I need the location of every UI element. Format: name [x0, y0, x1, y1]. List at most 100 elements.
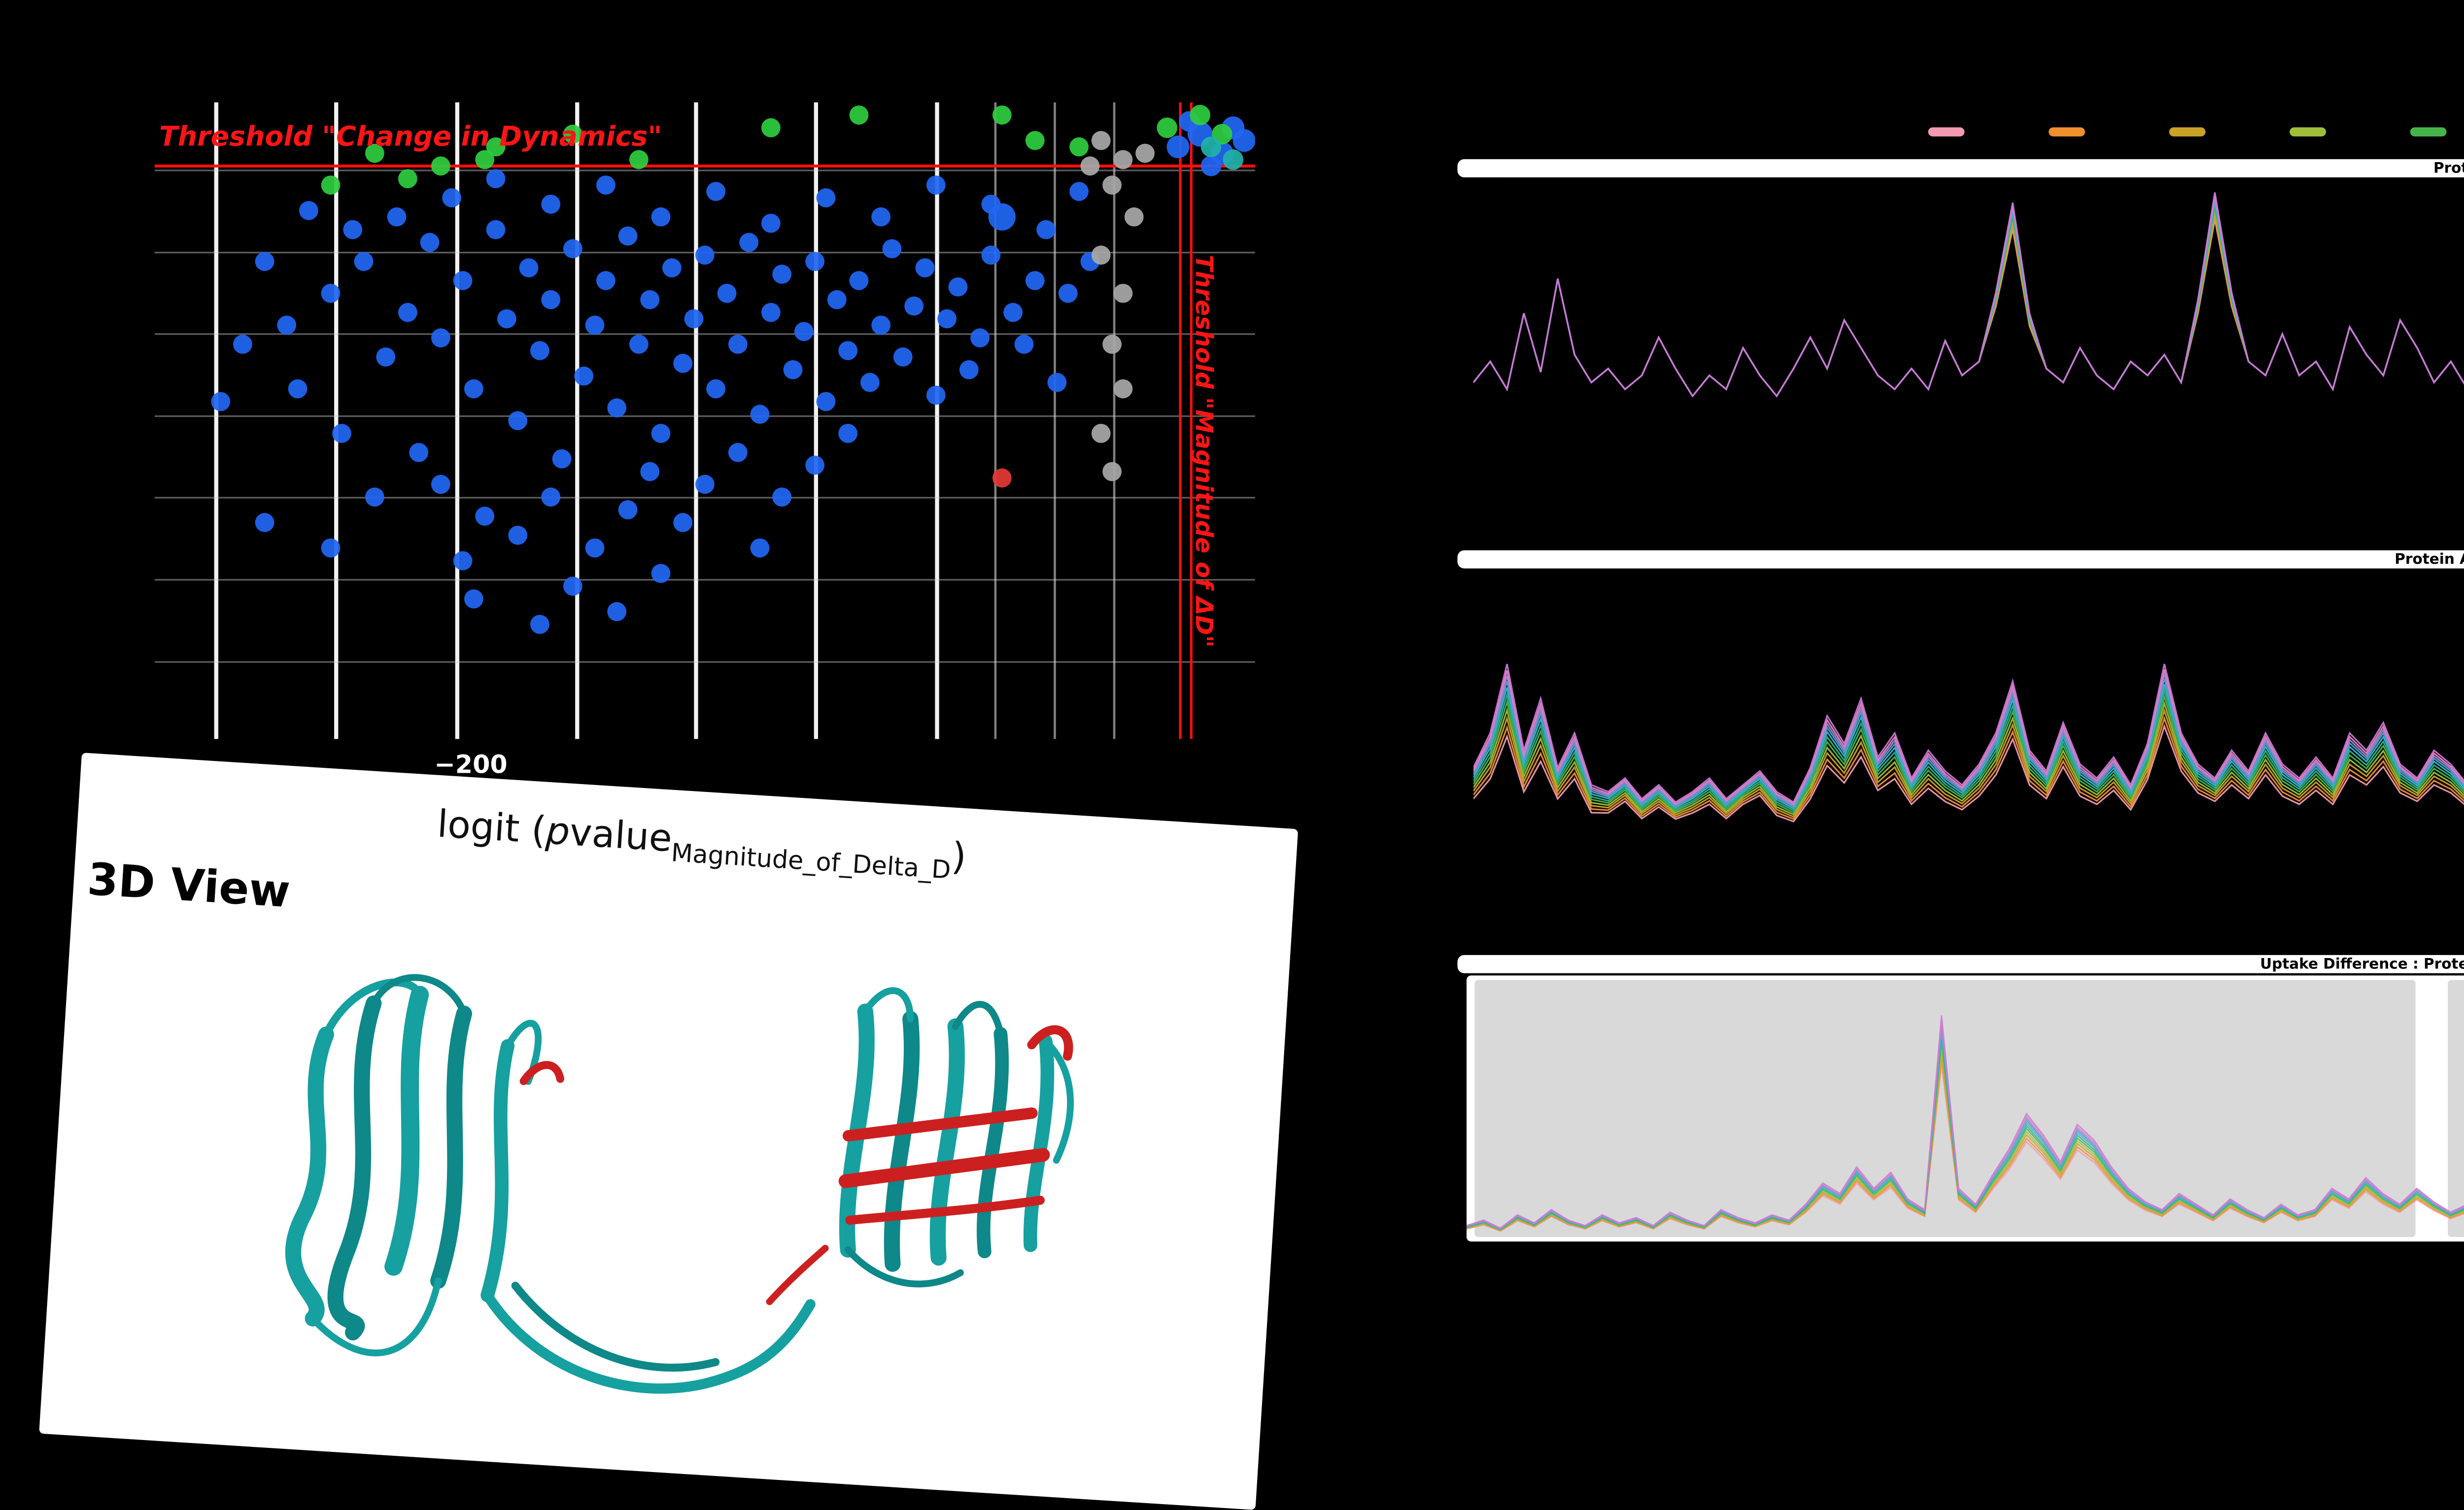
uptake-difference-chart[interactable]	[1466, 975, 2464, 1242]
scatter-point-not-significant[interactable]	[354, 252, 374, 271]
scatter-point-not-significant[interactable]	[464, 379, 483, 399]
scatter-point-not-significant[interactable]	[618, 500, 638, 519]
scatter-point-significant-dynamics[interactable]	[1157, 117, 1177, 138]
legend-dash[interactable]	[2290, 128, 2327, 136]
scatter-point-outside-magnitude[interactable]	[1124, 207, 1144, 227]
scatter-point-not-significant[interactable]	[255, 513, 274, 532]
scatter-point-not-significant[interactable]	[530, 615, 549, 634]
scatter-point-significant-dynamics[interactable]	[1069, 137, 1089, 157]
scatter-point-not-significant[interactable]	[783, 360, 803, 379]
scatter-point-not-significant[interactable]	[684, 309, 704, 329]
scatter-point-not-significant[interactable]	[552, 449, 572, 469]
legend-dash[interactable]	[2049, 128, 2085, 136]
scatter-point-not-significant[interactable]	[1200, 156, 1222, 176]
scatter-point-not-significant[interactable]	[563, 239, 582, 259]
scatter-point-not-significant[interactable]	[541, 487, 561, 507]
scatter-point-outside-magnitude[interactable]	[1102, 335, 1122, 354]
scatter-point-not-significant[interactable]	[904, 296, 924, 316]
scatter-point-not-significant[interactable]	[519, 258, 539, 277]
scatter-point-significant-dynamics[interactable]	[486, 137, 506, 157]
scatter-point-not-significant[interactable]	[431, 475, 450, 494]
scatter-point-not-significant[interactable]	[728, 335, 748, 354]
scatter-point-not-significant[interactable]	[332, 424, 351, 443]
scatter-point-outside-magnitude[interactable]	[1113, 283, 1133, 303]
scatter-point-outside-magnitude[interactable]	[1102, 462, 1122, 481]
scatter-point-not-significant[interactable]	[1232, 129, 1255, 152]
scatter-point-not-significant[interactable]	[959, 360, 979, 379]
scatter-point-significant-dynamics[interactable]	[629, 150, 649, 170]
legend-dash[interactable]	[2410, 128, 2447, 136]
scatter-point-not-significant[interactable]	[233, 335, 252, 354]
scatter-point-cluster-teal[interactable]	[1200, 137, 1222, 157]
scatter-point-significant-dynamics[interactable]	[849, 105, 869, 125]
scatter-point-not-significant[interactable]	[915, 258, 935, 277]
scatter-point-not-significant[interactable]	[695, 475, 715, 494]
scatter-point-not-significant[interactable]	[1166, 135, 1190, 159]
scatter-point-significant-dynamics[interactable]	[321, 175, 341, 195]
scatter-point-not-significant[interactable]	[1003, 303, 1023, 322]
scatter-point-not-significant[interactable]	[563, 577, 582, 596]
scatter-point-not-significant[interactable]	[673, 513, 693, 532]
scatter-point-not-significant[interactable]	[816, 188, 836, 207]
scatter-point-not-significant[interactable]	[739, 233, 759, 252]
3d-view-panel[interactable]: logit (pvalueMagnitude_of_Delta_D) 3D Vi…	[39, 753, 1299, 1510]
scatter-point-not-significant[interactable]	[288, 379, 308, 399]
scatter-point-not-significant[interactable]	[849, 271, 869, 290]
scatter-point-not-significant[interactable]	[1047, 373, 1067, 392]
scatter-point-significant-dynamics[interactable]	[992, 105, 1012, 125]
scatter-point-not-significant[interactable]	[541, 290, 561, 309]
scatter-point-not-significant[interactable]	[871, 315, 890, 335]
scatter-point-not-significant[interactable]	[596, 175, 616, 195]
scatter-point-not-significant[interactable]	[486, 220, 506, 240]
scatter-point-significant-dynamics[interactable]	[365, 143, 384, 163]
scatter-point-outside-magnitude[interactable]	[1080, 156, 1100, 176]
scatter-point-not-significant[interactable]	[838, 424, 857, 443]
legend-dash[interactable]	[1928, 128, 1965, 136]
scatter-point-not-significant[interactable]	[761, 213, 781, 233]
scatter-point-not-significant[interactable]	[794, 322, 814, 342]
scatter-point-not-significant[interactable]	[420, 233, 440, 252]
uptake-chart-protein-a-ligand[interactable]	[1473, 578, 2464, 923]
scatter-point-cluster-teal[interactable]	[1223, 149, 1243, 170]
scatter-point-not-significant[interactable]	[607, 602, 627, 621]
scatter-point-not-significant[interactable]	[651, 564, 671, 583]
scatter-point-not-significant[interactable]	[926, 385, 946, 405]
scatter-point-not-significant[interactable]	[706, 379, 726, 399]
uptake-chart-protein-a[interactable]	[1473, 182, 2464, 527]
scatter-point-not-significant[interactable]	[541, 194, 561, 214]
scatter-point-not-significant[interactable]	[728, 443, 748, 462]
scatter-point-not-significant[interactable]	[453, 551, 473, 571]
scatter-point-not-significant[interactable]	[497, 309, 516, 329]
scatter-point-not-significant[interactable]	[387, 207, 407, 227]
scatter-point-significant-dynamics[interactable]	[563, 124, 582, 144]
scatter-point-not-significant[interactable]	[464, 589, 483, 609]
scatter-point-significant-both[interactable]	[992, 468, 1012, 488]
volcano-plot[interactable]	[154, 102, 1255, 739]
scatter-point-not-significant[interactable]	[299, 201, 318, 220]
scatter-point-not-significant[interactable]	[398, 303, 417, 322]
scatter-point-not-significant[interactable]	[651, 424, 671, 443]
scatter-point-significant-dynamics[interactable]	[761, 118, 781, 137]
scatter-point-significant-dynamics[interactable]	[475, 150, 495, 170]
scatter-point-not-significant[interactable]	[893, 347, 913, 367]
scatter-point-not-significant[interactable]	[574, 366, 594, 386]
scatter-point-not-significant[interactable]	[651, 207, 671, 227]
scatter-point-not-significant[interactable]	[1036, 220, 1056, 240]
scatter-point-not-significant[interactable]	[926, 175, 946, 195]
scatter-point-not-significant[interactable]	[277, 315, 297, 335]
scatter-point-not-significant[interactable]	[321, 538, 341, 558]
scatter-point-not-significant[interactable]	[673, 353, 693, 373]
scatter-point-not-significant[interactable]	[409, 443, 429, 462]
scatter-point-not-significant[interactable]	[486, 169, 506, 189]
scatter-point-not-significant[interactable]	[585, 315, 605, 335]
scatter-point-not-significant[interactable]	[431, 328, 450, 348]
scatter-point-outside-magnitude[interactable]	[1102, 175, 1122, 195]
scatter-point-not-significant[interactable]	[530, 341, 549, 360]
scatter-point-not-significant[interactable]	[1014, 335, 1034, 354]
scatter-point-significant-dynamics[interactable]	[1025, 131, 1045, 150]
protein-ribbon-structure[interactable]	[167, 924, 1127, 1459]
scatter-point-not-significant[interactable]	[761, 303, 781, 322]
scatter-point-outside-magnitude[interactable]	[1091, 424, 1111, 443]
scatter-point-not-significant[interactable]	[772, 265, 792, 284]
scatter-point-not-significant[interactable]	[618, 226, 638, 246]
